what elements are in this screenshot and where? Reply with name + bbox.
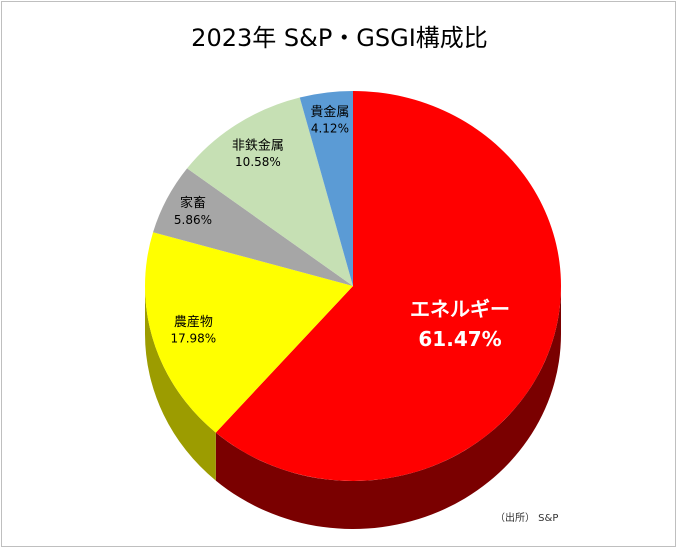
- pie-slice-2: [153, 168, 353, 286]
- pie-slice-3: [187, 97, 353, 286]
- pie-label-value-2: 5.86%: [174, 213, 212, 227]
- pie-slice-0: [215, 91, 562, 481]
- pie-label-category-1: 農産物: [174, 314, 213, 330]
- source-note: （出所） S&P: [495, 513, 559, 524]
- pie-side-0: [215, 286, 562, 529]
- pie-slice-1: [144, 232, 353, 433]
- pie-label-category-4: 貴金属: [310, 104, 349, 120]
- chart-title: 2023年 S&P・GSGI構成比: [191, 24, 488, 52]
- pie-label-value-3: 10.58%: [235, 155, 281, 169]
- pie-label-value-1: 17.98%: [170, 332, 216, 346]
- pie-side-1: [145, 286, 216, 481]
- pie-sides: [145, 286, 562, 529]
- pie-slice-4: [299, 91, 353, 286]
- pie-label-value-4: 4.12%: [311, 121, 349, 135]
- pie-label-category-2: 家畜: [180, 195, 206, 211]
- pie-label-category-0: エネルギー: [410, 297, 510, 321]
- pie-slices: [144, 91, 562, 481]
- pie-labels: エネルギー 61.47% 農産物 17.98% 家畜 5.86% 非鉄金属 10.58% 貴金属…: [170, 104, 510, 351]
- pie-label-category-3: 非鉄金属: [232, 137, 284, 153]
- pie-label-value-0: 61.47%: [418, 327, 501, 351]
